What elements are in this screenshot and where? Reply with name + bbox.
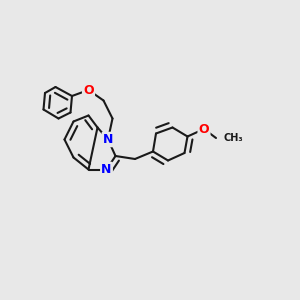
Text: O: O — [199, 122, 209, 136]
Text: N: N — [101, 163, 112, 176]
Text: O: O — [83, 83, 94, 97]
Text: N: N — [103, 133, 113, 146]
Text: CH₃: CH₃ — [224, 133, 243, 143]
